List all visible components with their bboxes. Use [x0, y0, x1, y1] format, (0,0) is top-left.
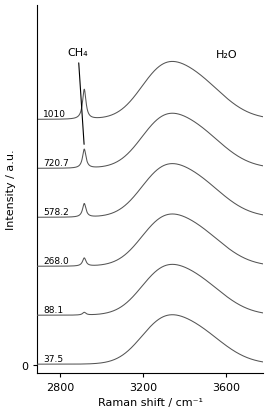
X-axis label: Raman shift / cm⁻¹: Raman shift / cm⁻¹ — [98, 397, 203, 408]
Text: 578.2: 578.2 — [43, 207, 69, 216]
Text: 37.5: 37.5 — [43, 354, 63, 363]
Text: 268.0: 268.0 — [43, 256, 69, 265]
Text: H₂O: H₂O — [216, 50, 237, 59]
Y-axis label: Intensity / a.u.: Intensity / a.u. — [6, 149, 16, 230]
Text: 720.7: 720.7 — [43, 158, 69, 167]
Text: CH₄: CH₄ — [68, 48, 88, 145]
Text: 1010: 1010 — [43, 109, 66, 119]
Text: 88.1: 88.1 — [43, 305, 63, 314]
